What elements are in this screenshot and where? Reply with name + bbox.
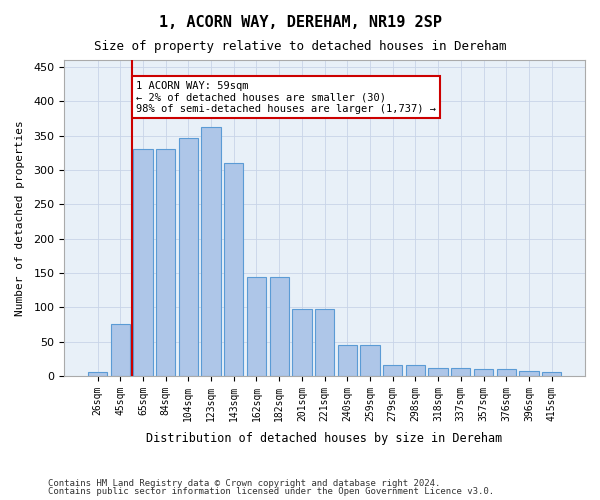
Text: 1 ACORN WAY: 59sqm
← 2% of detached houses are smaller (30)
98% of semi-detached: 1 ACORN WAY: 59sqm ← 2% of detached hous… <box>136 80 436 114</box>
Text: Contains HM Land Registry data © Crown copyright and database right 2024.: Contains HM Land Registry data © Crown c… <box>48 478 440 488</box>
Bar <box>133 150 152 376</box>
Bar <box>269 277 289 376</box>
Bar <box>156 150 175 376</box>
Bar <box>88 372 107 376</box>
Bar <box>383 365 403 376</box>
Text: Contains public sector information licensed under the Open Government Licence v3: Contains public sector information licen… <box>48 487 494 496</box>
Bar <box>292 310 311 376</box>
Bar <box>406 365 425 376</box>
Bar <box>179 138 198 376</box>
Y-axis label: Number of detached properties: Number of detached properties <box>15 120 25 316</box>
Bar <box>520 371 539 376</box>
Bar <box>338 345 357 376</box>
Bar <box>428 368 448 376</box>
Bar <box>202 126 221 376</box>
Bar <box>474 369 493 376</box>
Bar <box>247 277 266 376</box>
Bar <box>110 324 130 376</box>
Bar <box>361 345 380 376</box>
Bar <box>497 369 516 376</box>
Text: 1, ACORN WAY, DEREHAM, NR19 2SP: 1, ACORN WAY, DEREHAM, NR19 2SP <box>158 15 442 30</box>
X-axis label: Distribution of detached houses by size in Dereham: Distribution of detached houses by size … <box>146 432 503 445</box>
Bar <box>315 310 334 376</box>
Bar <box>451 368 470 376</box>
Bar <box>542 372 562 376</box>
Text: Size of property relative to detached houses in Dereham: Size of property relative to detached ho… <box>94 40 506 53</box>
Bar <box>224 163 244 376</box>
